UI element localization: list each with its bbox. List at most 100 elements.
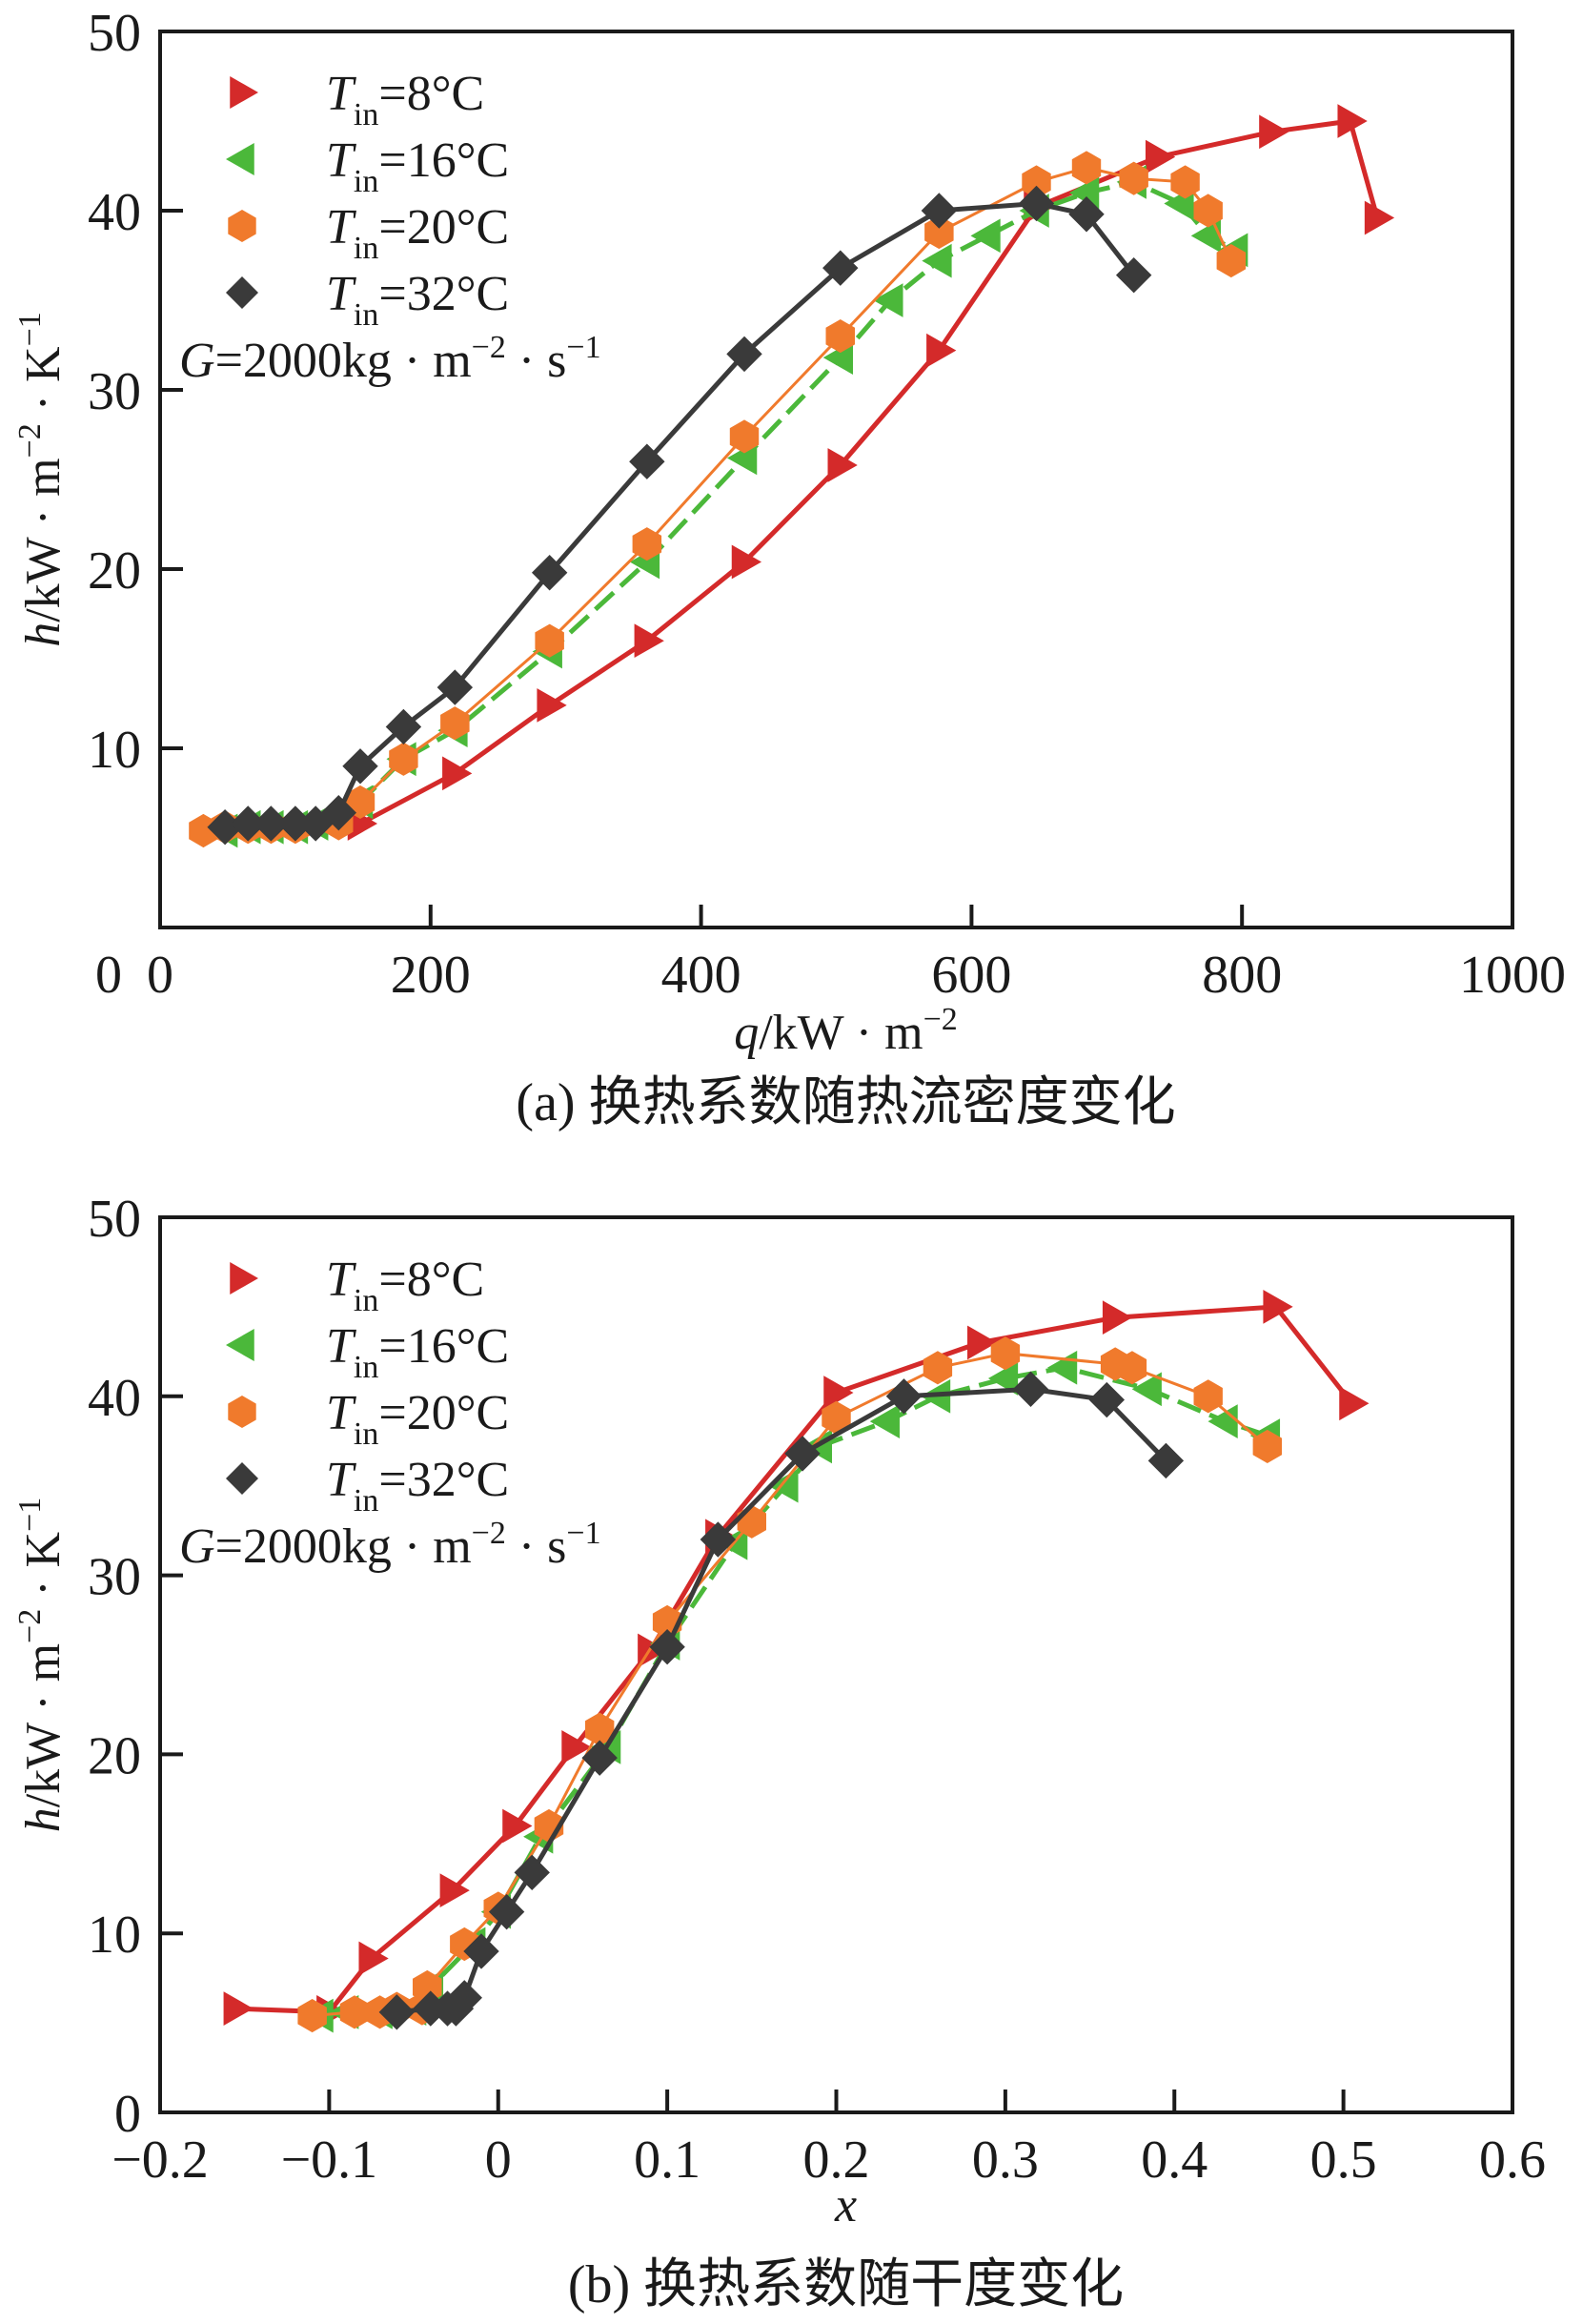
data-point <box>1018 185 1055 222</box>
x-tick-label: −0.2 <box>112 2130 209 2190</box>
legend-label: Tin=16°C <box>326 1319 509 1385</box>
data-point <box>436 669 474 705</box>
series-tin16c <box>208 165 1248 848</box>
legend-label: Tin=8°C <box>326 67 484 133</box>
x-tick-label: 600 <box>931 946 1011 1005</box>
data-point <box>440 706 470 741</box>
data-point <box>768 1468 799 1503</box>
x-axis-label: q/kW · m−2 <box>734 1002 958 1060</box>
data-point <box>1145 139 1176 174</box>
data-point <box>990 1336 1021 1371</box>
data-point <box>1071 151 1102 185</box>
chart-quality: −0.2 −0.1 0 0.1 0.2 0.3 0.4 0.5 0.6 0 10 20 30 40 50 h/… <box>12 1190 1546 2314</box>
data-point <box>634 623 664 659</box>
legend-item: Tin=32°C <box>226 1453 509 1519</box>
data-point <box>784 1436 821 1472</box>
data-point <box>700 1521 737 1558</box>
legend-item: Tin=8°C <box>230 1253 484 1318</box>
y-axis-label: h/kW · m−2 · K−1 <box>12 1498 71 1833</box>
data-point <box>1339 1386 1370 1421</box>
x-tick-label: 1000 <box>1459 946 1566 1005</box>
data-point <box>1115 256 1152 294</box>
legend-label: Tin=8°C <box>326 1253 484 1318</box>
data-point <box>389 742 418 776</box>
x-axis-label: x <box>834 2178 857 2232</box>
data-point <box>385 708 422 745</box>
mass-flux-annotation: G=2000kg · m−2 · s−1 <box>179 1516 601 1574</box>
y-tick-label: 10 <box>88 1906 141 1965</box>
x-tick-label: 0.5 <box>1310 2130 1377 2190</box>
data-point <box>1119 161 1148 195</box>
figure-caption: (b) 换热系数随干度变化 <box>568 2255 1124 2314</box>
legend-marker-icon <box>230 76 258 109</box>
data-point <box>1337 104 1368 138</box>
series-line <box>358 118 1380 826</box>
data-point <box>1046 1350 1078 1385</box>
legend-marker-icon <box>226 276 258 309</box>
data-point <box>581 1740 618 1776</box>
legend-marker-icon <box>226 1462 258 1495</box>
data-point <box>632 527 662 561</box>
data-point <box>446 1980 482 2016</box>
data-point <box>1193 1379 1223 1414</box>
data-point <box>514 1854 550 1891</box>
data-point <box>1068 196 1105 233</box>
data-point <box>921 193 958 229</box>
x-tick-label: 0.2 <box>803 2130 870 2190</box>
data-point <box>488 1893 525 1930</box>
data-point <box>825 319 855 354</box>
data-point <box>823 1376 854 1410</box>
data-point <box>1170 165 1200 199</box>
data-point <box>629 443 665 479</box>
y-axis-label: h/kW · m−2 · K−1 <box>12 312 71 647</box>
y-tick-label: 20 <box>88 1726 141 1785</box>
data-point <box>970 218 1001 254</box>
data-point <box>885 1378 923 1415</box>
data-point <box>1088 1381 1126 1418</box>
legend-marker-icon <box>226 143 254 175</box>
data-point <box>463 1933 499 1969</box>
data-point <box>223 1991 254 2026</box>
data-point <box>926 333 957 368</box>
data-point <box>537 688 567 723</box>
data-point <box>827 448 858 482</box>
data-point <box>1216 244 1247 278</box>
data-point <box>822 250 859 286</box>
data-point <box>729 419 760 454</box>
x-tick-label: 0.3 <box>972 2130 1039 2190</box>
data-point <box>1117 1351 1147 1385</box>
data-point <box>1012 1371 1049 1407</box>
data-point <box>1252 1429 1282 1463</box>
legend-item: Tin=20°C <box>228 1386 509 1452</box>
data-point <box>967 1325 998 1360</box>
legend-marker-icon <box>228 1396 256 1428</box>
series-tin32c <box>378 1371 1185 2030</box>
series-line <box>203 166 1233 832</box>
legend-marker-icon <box>228 210 256 242</box>
chart-heat-flux: 0 200 400 600 800 1000 10 20 30 40 50 0 h/kW · m−2 ·… <box>12 4 1566 1132</box>
data-point <box>253 805 290 842</box>
data-point <box>1263 1290 1293 1324</box>
series-tin32c <box>207 185 1152 846</box>
x-tick-label: 0.4 <box>1141 2130 1208 2190</box>
y-tick-label: 20 <box>88 541 141 601</box>
data-point <box>535 623 564 658</box>
data-point <box>297 1999 327 2033</box>
series-line <box>224 179 1237 833</box>
data-point <box>358 1941 389 1976</box>
x-tick-label: 0 <box>147 946 173 1005</box>
data-point <box>1364 200 1395 235</box>
legend-marker-icon <box>226 1329 254 1361</box>
legend-item: Tin=16°C <box>226 133 509 199</box>
x-tick-label: 200 <box>391 946 471 1005</box>
data-point <box>923 1351 953 1385</box>
legend-label: Tin=32°C <box>326 1453 509 1519</box>
y-tick-label: 40 <box>88 183 141 242</box>
y-tick-label: 0 <box>114 2085 141 2144</box>
mass-flux-annotation: G=2000kg · m−2 · s−1 <box>179 330 601 388</box>
data-point <box>342 748 378 785</box>
y-tick-label: 30 <box>88 362 141 421</box>
data-point <box>1259 114 1289 150</box>
data-point <box>924 215 954 250</box>
